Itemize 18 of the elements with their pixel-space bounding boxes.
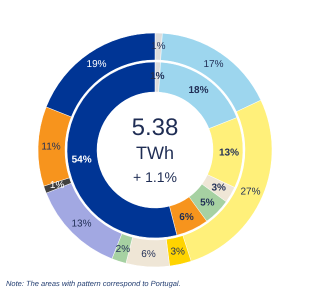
text: TWh [136, 143, 174, 163]
data-label: 13% [71, 218, 92, 230]
data-label: 18% [188, 85, 209, 96]
data-label: 5% [200, 197, 215, 208]
data-label: 27% [240, 186, 261, 198]
text: 5.38 [132, 114, 178, 141]
data-label: 2% [116, 244, 130, 255]
data-label: 19% [86, 58, 107, 70]
data-label: 1% [50, 180, 64, 192]
data-label: 6% [141, 248, 156, 260]
data-label: 13% [218, 147, 240, 158]
data-label: 3% [170, 246, 186, 258]
data-label: 3% [211, 182, 226, 194]
data-label: 54% [72, 154, 92, 166]
data-label: 11% [41, 142, 61, 153]
data-label: 6% [179, 212, 194, 223]
text: + 1.1% [133, 169, 177, 185]
data-label: 17% [203, 58, 224, 70]
